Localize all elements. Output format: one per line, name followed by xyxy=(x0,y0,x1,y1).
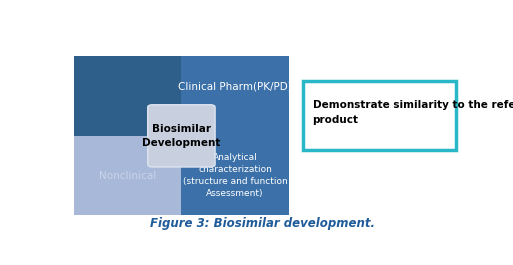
Text: Figure 3: Biosimilar development.: Figure 3: Biosimilar development. xyxy=(150,217,376,230)
Text: Biosimilar
Development: Biosimilar Development xyxy=(142,124,221,148)
Bar xyxy=(303,81,456,150)
FancyBboxPatch shape xyxy=(148,105,215,167)
Text: Nonclinical: Nonclinical xyxy=(99,171,156,181)
Text: Demonstrate similarity to the reference
product: Demonstrate similarity to the reference … xyxy=(312,100,513,125)
Bar xyxy=(74,56,182,136)
Text: Analytical
characterization
(structure and function
Assessment): Analytical characterization (structure a… xyxy=(183,153,287,198)
Text: Clinical Pharm(PK/PD): Clinical Pharm(PK/PD) xyxy=(178,82,292,91)
Bar xyxy=(74,136,182,215)
Bar xyxy=(182,136,289,215)
Bar xyxy=(182,56,289,136)
